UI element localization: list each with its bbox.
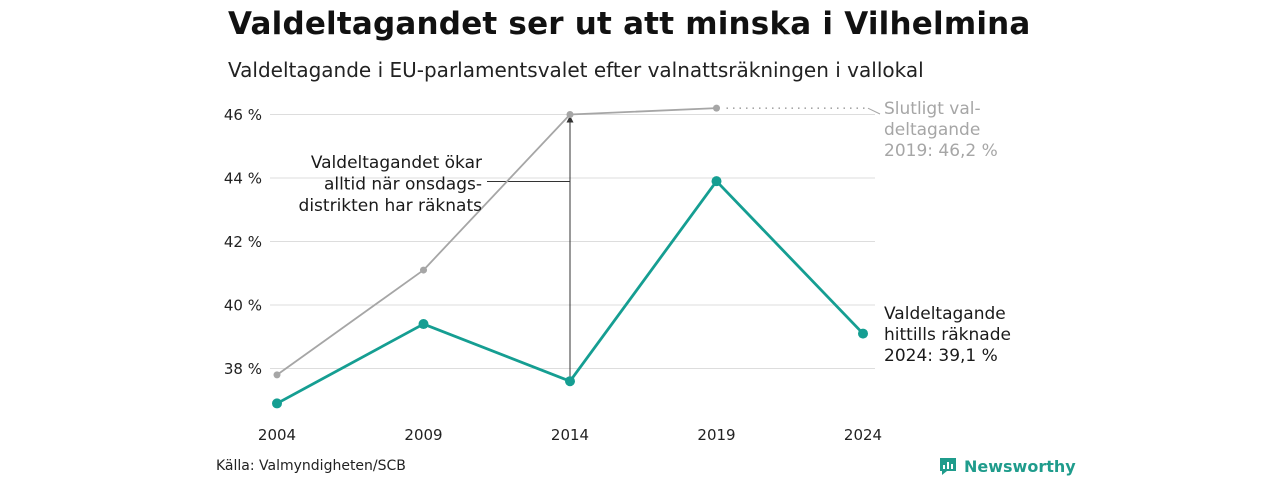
counted-series-label: 2024: 39,1 %	[884, 346, 998, 366]
x-tick-label: 2009	[404, 426, 442, 444]
final-turnout-point	[273, 371, 281, 379]
final-series-label: deltagande	[884, 120, 980, 140]
counted-series-label: Valdeltagande	[884, 304, 1006, 324]
final-series-label: Slutligt val-	[884, 99, 981, 119]
counted-turnout-point	[711, 176, 722, 187]
y-tick-label: 42 %	[224, 233, 262, 251]
final-turnout-line	[276, 107, 718, 376]
chart-subtitle: Valdeltagande i EU-parlamentsvalet efter…	[228, 58, 924, 82]
counted-turnout-point	[272, 398, 282, 409]
annotation-text: Valdeltagandet ökar	[311, 153, 482, 173]
source-note: Källa: Valmyndigheten/SCB	[216, 458, 406, 474]
chart-title: Valdeltagandet ser ut att minska i Vilhe…	[228, 6, 1031, 42]
y-tick-label: 44 %	[224, 170, 262, 188]
y-tick-label: 38 %	[224, 360, 262, 378]
final-series-label: 2019: 46,2 %	[884, 141, 998, 161]
counted-turnout-point	[565, 376, 575, 387]
x-tick-label: 2024	[844, 426, 882, 444]
final-turnout-point	[420, 266, 427, 274]
y-tick-label: 46 %	[224, 106, 262, 124]
final-turnout-point	[713, 104, 720, 112]
final-label-leader-tail	[867, 107, 881, 115]
final-turnout-point	[566, 111, 574, 118]
brand-name: Newsworthy	[964, 456, 1076, 476]
x-tick-label: 2019	[697, 426, 735, 444]
counted-turnout-point	[418, 319, 429, 330]
counted-series-label: hittills räknade	[884, 325, 1011, 345]
counted-turnout-point	[858, 328, 868, 339]
annotation-text: alltid när onsdags-	[324, 175, 482, 195]
x-tick-label: 2014	[551, 426, 589, 444]
y-tick-label: 40 %	[224, 297, 262, 315]
annotation-text: distrikten har räknats	[299, 196, 483, 216]
bar-chart-speech-icon	[940, 458, 956, 475]
x-tick-label: 2004	[258, 426, 296, 444]
annotation-arrow-head	[566, 115, 574, 123]
brand-logo: Newsworthy	[938, 456, 1076, 476]
